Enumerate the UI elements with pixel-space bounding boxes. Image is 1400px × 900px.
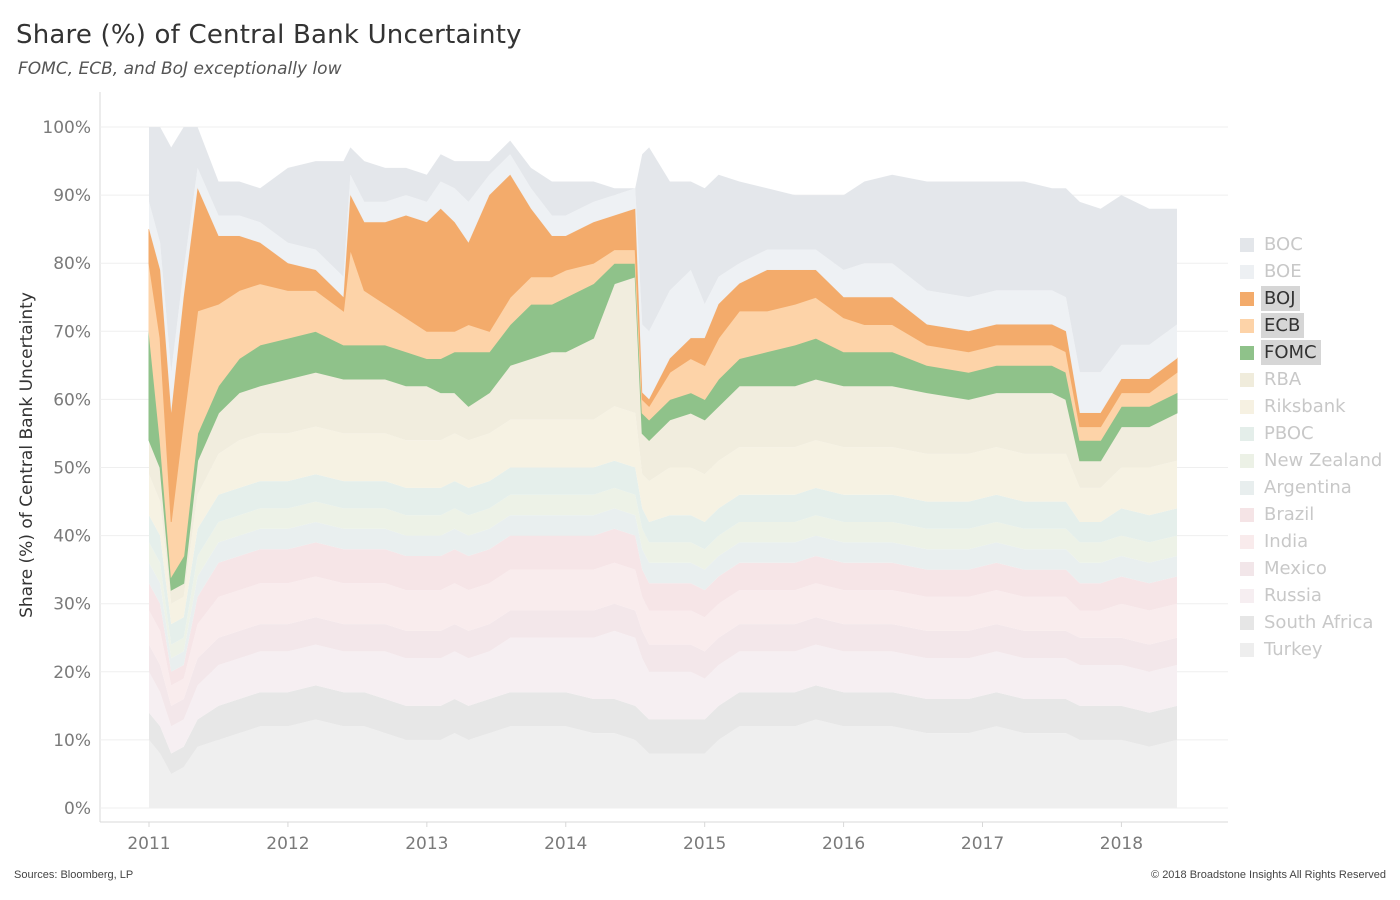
x-tick-label: 2016 [822, 834, 865, 854]
legend-swatch [1240, 561, 1254, 576]
y-tick-label: 100% [42, 118, 91, 138]
legend-item-mexico[interactable]: Mexico [1240, 555, 1390, 582]
legend-label: Riksbank [1264, 396, 1346, 417]
legend-label: PBOC [1264, 423, 1314, 444]
x-tick-label: 2012 [266, 834, 309, 854]
legend-swatch [1240, 372, 1254, 387]
y-tick-label: 80% [53, 254, 91, 274]
legend-item-rba[interactable]: RBA [1240, 366, 1390, 393]
legend-swatch [1240, 507, 1254, 522]
legend-label: BOC [1264, 234, 1303, 255]
y-tick-label: 50% [53, 459, 91, 479]
legend-label: Russia [1264, 585, 1322, 606]
legend-label: Brazil [1264, 504, 1315, 525]
legend-label: ECB [1261, 313, 1305, 338]
legend-item-riksbank[interactable]: Riksbank [1240, 393, 1390, 420]
x-tick-label: 2011 [127, 834, 170, 854]
x-tick-label: 2017 [961, 834, 1004, 854]
legend-label: South Africa [1264, 612, 1374, 633]
legend-item-new-zealand[interactable]: New Zealand [1240, 447, 1390, 474]
legend-item-south-africa[interactable]: South Africa [1240, 609, 1390, 636]
legend-label: Argentina [1264, 477, 1352, 498]
legend-item-russia[interactable]: Russia [1240, 582, 1390, 609]
area-rba [149, 276, 1177, 604]
legend-item-fomc[interactable]: FOMC [1240, 339, 1390, 366]
legend-item-turkey[interactable]: Turkey [1240, 636, 1390, 663]
legend-item-boe[interactable]: BOE [1240, 258, 1390, 285]
area-riksbank [149, 406, 1177, 625]
legend-swatch [1240, 426, 1254, 441]
legend-item-argentina[interactable]: Argentina [1240, 474, 1390, 501]
legend-swatch [1240, 615, 1254, 630]
area-india [149, 562, 1177, 706]
y-tick-label: 40% [53, 527, 91, 547]
legend-swatch [1240, 318, 1254, 333]
y-tick-label: 90% [53, 186, 91, 206]
legend-label: Mexico [1264, 558, 1327, 579]
legend-swatch [1240, 588, 1254, 603]
series-group [148, 127, 1178, 808]
legend-item-boj[interactable]: BOJ [1240, 285, 1390, 312]
x-tick-label: 2013 [405, 834, 448, 854]
y-tick-label: 20% [53, 663, 91, 683]
y-tick-label: 0% [64, 799, 91, 819]
y-tick-label: 10% [53, 731, 91, 751]
legend-swatch [1240, 453, 1254, 468]
area-brazil [149, 528, 1177, 686]
x-tick-label: 2015 [683, 834, 726, 854]
legend-label: BOE [1264, 261, 1302, 282]
x-tick-label: 2014 [544, 834, 587, 854]
legend-item-pboc[interactable]: PBOC [1240, 420, 1390, 447]
area-pboc [149, 460, 1177, 645]
legend-label: BOJ [1261, 286, 1300, 311]
legend-item-india[interactable]: India [1240, 528, 1390, 555]
legend-label: RBA [1264, 369, 1302, 390]
legend-swatch [1240, 534, 1254, 549]
chart-subtitle: FOMC, ECB, and BoJ exceptionally low [18, 59, 342, 79]
area-boc [149, 127, 1177, 373]
legend-label: FOMC [1261, 340, 1321, 365]
legend-swatch [1240, 642, 1254, 657]
legend: BOC BOE BOJ ECB FOMC RBA Riksbank PBOC New Zeala… [1240, 231, 1390, 663]
area-argentina [149, 508, 1177, 672]
copyright-note: © 2018 Broadstone Insights All Rights Re… [1151, 869, 1386, 881]
legend-label: New Zealand [1264, 450, 1383, 471]
area-new-zealand [149, 487, 1177, 659]
y-tick-label: 60% [53, 390, 91, 410]
legend-label: India [1264, 531, 1309, 552]
x-tick-label: 2018 [1100, 834, 1143, 854]
legend-swatch [1240, 345, 1254, 360]
legend-swatch [1240, 291, 1254, 306]
area-russia [149, 630, 1177, 754]
legend-swatch [1240, 399, 1254, 414]
area-south-africa [149, 685, 1177, 774]
y-tick-label: 30% [53, 595, 91, 615]
legend-swatch [1240, 264, 1254, 279]
area-mexico [149, 603, 1177, 727]
sources-note: Sources: Bloomberg, LP [14, 869, 134, 881]
legend-swatch [1240, 237, 1254, 252]
legend-item-brazil[interactable]: Brazil [1240, 501, 1390, 528]
chart-title: Share (%) of Central Bank Uncertainty [16, 20, 522, 50]
area-boe [149, 154, 1177, 413]
y-tick-label: 70% [53, 322, 91, 342]
legend-item-ecb[interactable]: ECB [1240, 312, 1390, 339]
legend-swatch [1240, 480, 1254, 495]
legend-item-boc[interactable]: BOC [1240, 231, 1390, 258]
legend-label: Turkey [1264, 639, 1323, 660]
area-turkey [149, 719, 1177, 808]
